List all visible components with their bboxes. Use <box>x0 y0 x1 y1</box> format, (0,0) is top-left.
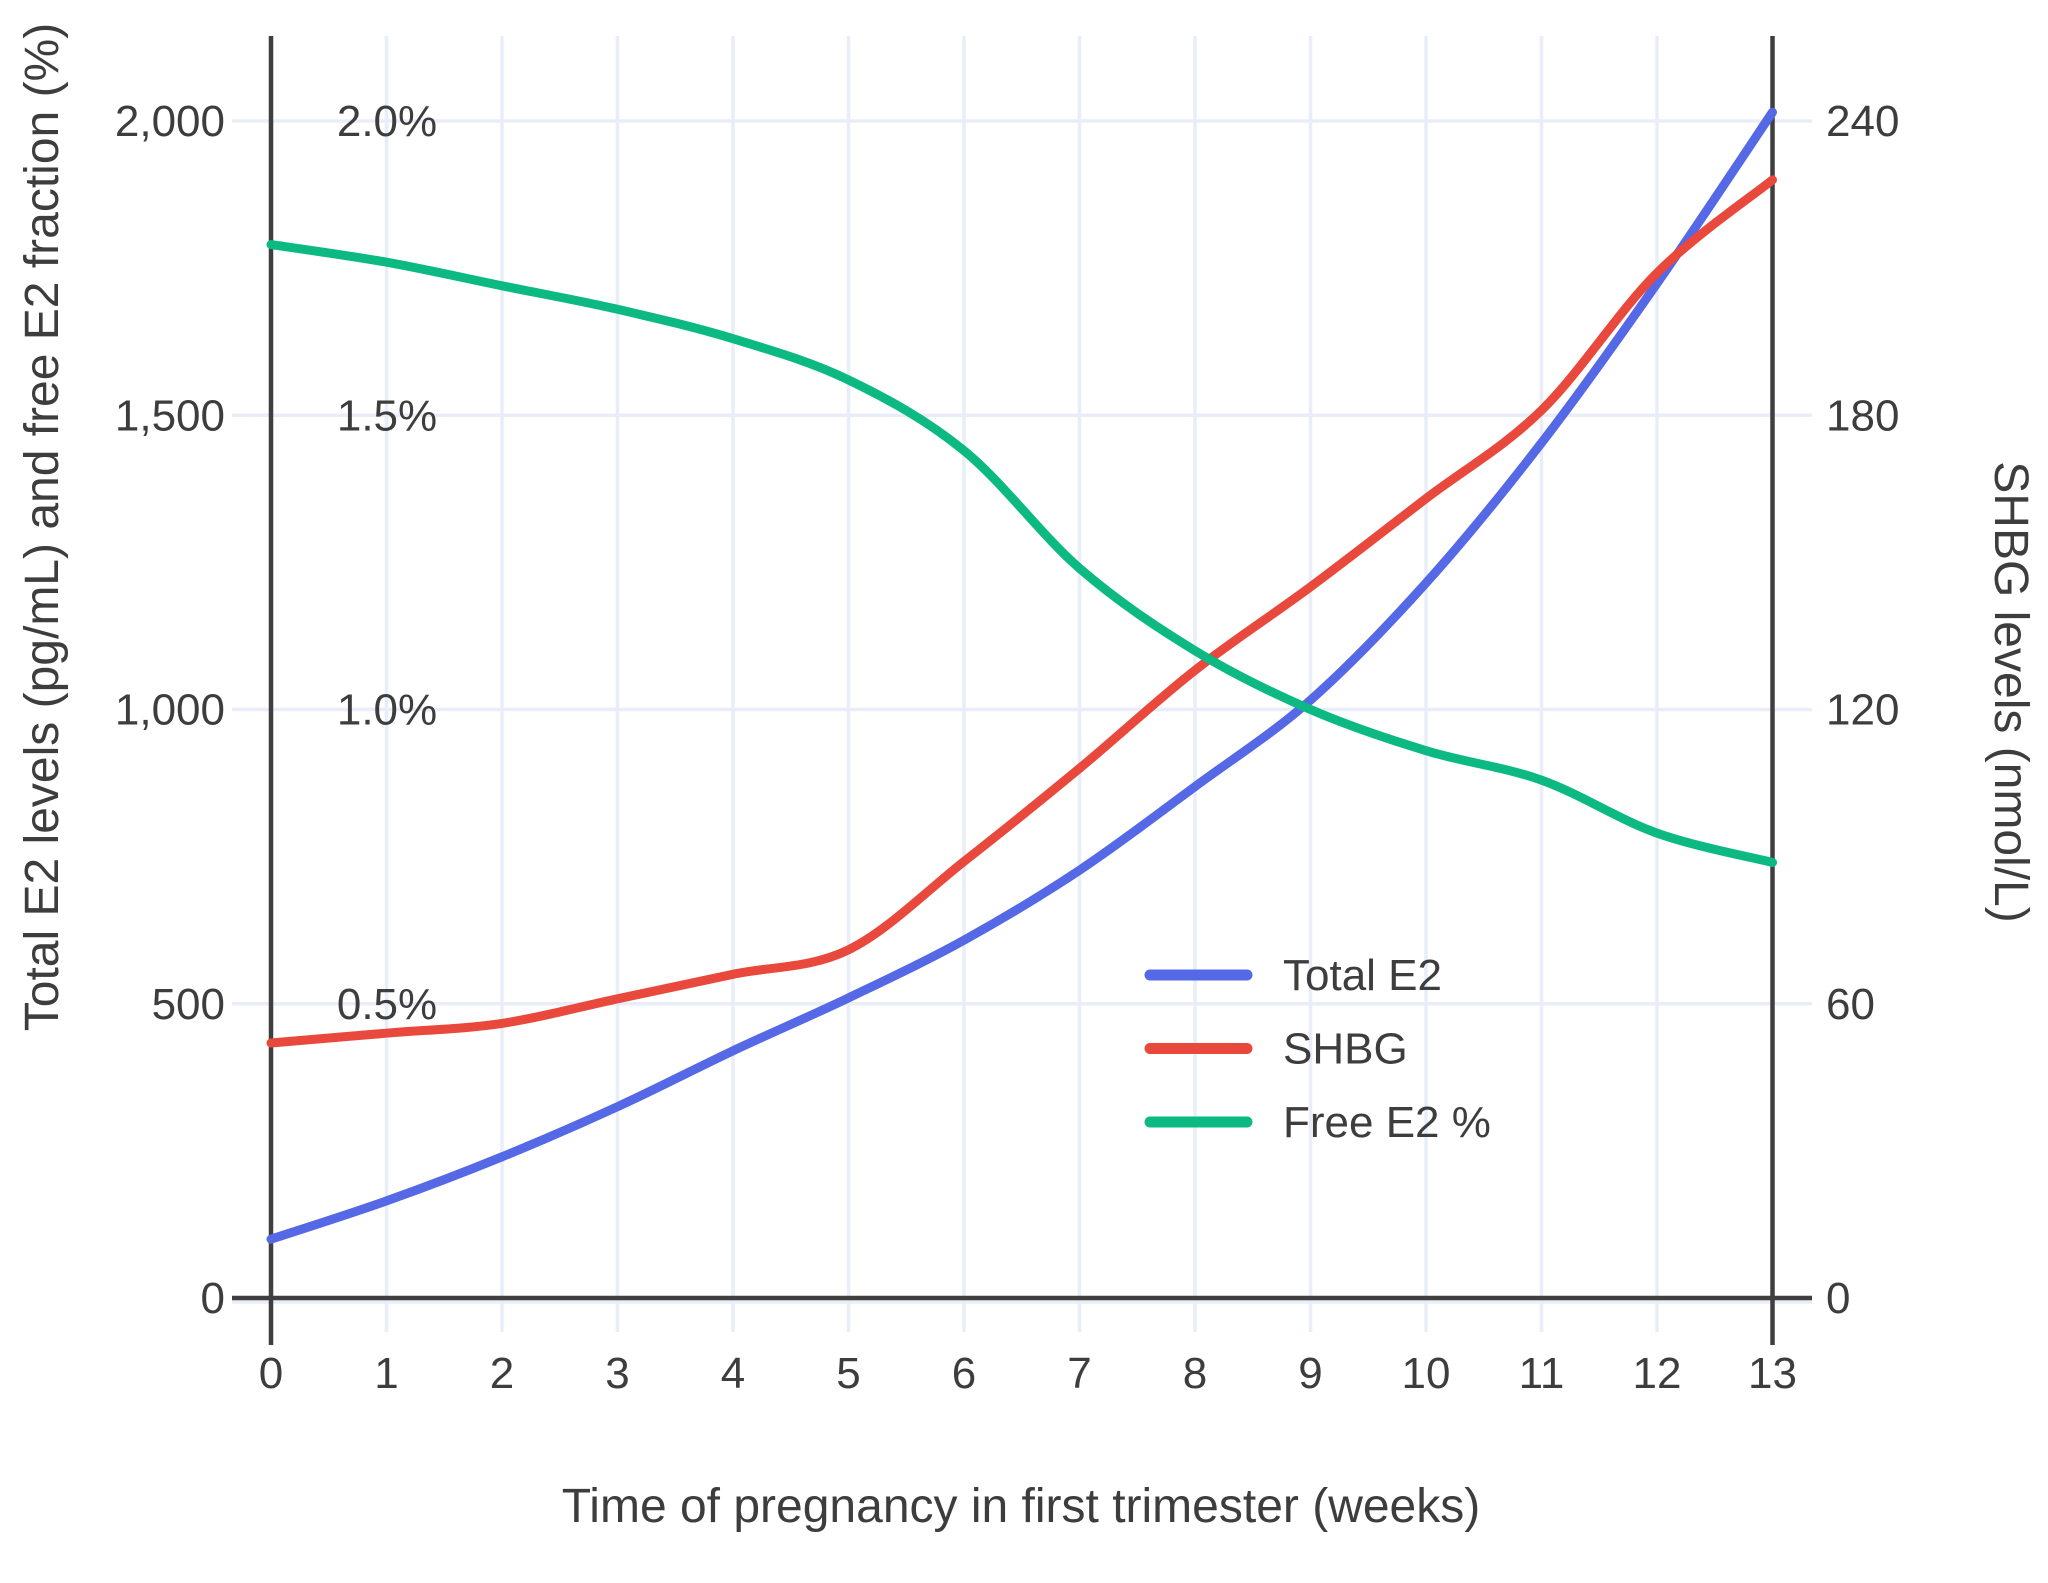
series-lines <box>266 107 1777 1244</box>
x-tick-11: 11 <box>1519 1349 1565 1398</box>
x-tick-5: 5 <box>836 1349 860 1398</box>
y-tick-left-1: 500 <box>152 980 225 1029</box>
y-axis-title-right: SHBG levels (nmol/L) <box>1984 461 2037 922</box>
x-tick-0: 0 <box>259 1349 283 1398</box>
x-axis-title: Time of pregnancy in first trimester (we… <box>562 1480 1480 1533</box>
x-tick-10: 10 <box>1402 1349 1451 1398</box>
x-tick-12: 12 <box>1633 1349 1682 1398</box>
total-e2-line <box>266 107 1777 1244</box>
y-tick-left-2: 1,000 <box>115 686 225 735</box>
x-tick-9: 9 <box>1298 1349 1322 1398</box>
x-tick-13: 13 <box>1748 1349 1797 1398</box>
shbg-line <box>266 175 1777 1048</box>
y-tick-right-1: 60 <box>1826 980 1875 1029</box>
y-tick-left-3: 1,500 <box>115 391 225 440</box>
axis-lines <box>232 36 1812 1345</box>
y-tick-right-2: 120 <box>1826 686 1899 735</box>
x-tick-1: 1 <box>374 1349 398 1398</box>
y-tick-pct-1: 1.0% <box>337 686 437 735</box>
y-tick-pct-3: 2.0% <box>337 97 437 146</box>
y-tick-pct-2: 1.5% <box>337 391 437 440</box>
tick-labels: 05001,0001,5002,0000.5%1.0%1.5%2.0%06012… <box>115 97 1900 1398</box>
y-tick-pct-0: 0.5% <box>337 980 437 1029</box>
x-tick-2: 2 <box>490 1349 514 1398</box>
y-tick-right-3: 180 <box>1826 391 1899 440</box>
y-tick-right-0: 0 <box>1826 1274 1850 1323</box>
x-tick-3: 3 <box>605 1349 629 1398</box>
y-tick-right-4: 240 <box>1826 97 1899 146</box>
free-e2--line <box>266 240 1777 867</box>
x-tick-7: 7 <box>1067 1349 1091 1398</box>
y-tick-left-0: 0 <box>201 1274 225 1323</box>
x-tick-8: 8 <box>1183 1349 1207 1398</box>
legend-label-1: SHBG <box>1283 1025 1408 1074</box>
y-axis-title-left: Total E2 levels (pg/mL) and free E2 frac… <box>16 23 69 1031</box>
legend-label-0: Total E2 <box>1283 951 1442 1000</box>
y-tick-left-4: 2,000 <box>115 97 225 146</box>
legend: Total E2 SHBG Free E2 % <box>1144 951 1491 1147</box>
legend-label-2: Free E2 % <box>1283 1098 1491 1147</box>
x-tick-6: 6 <box>952 1349 976 1398</box>
gridlines <box>232 36 1812 1332</box>
x-tick-4: 4 <box>721 1349 745 1398</box>
